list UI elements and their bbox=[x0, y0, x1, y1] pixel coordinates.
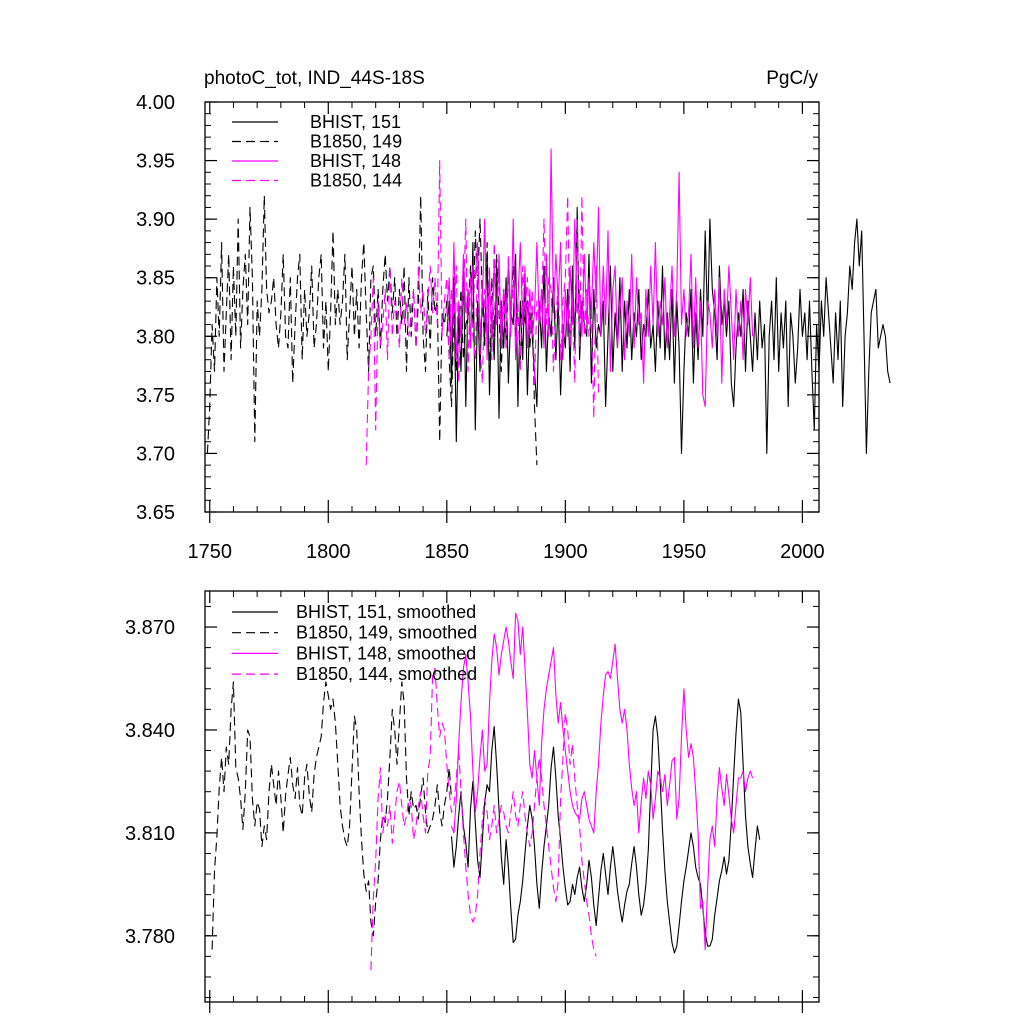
y-tick-label: 3.80 bbox=[136, 326, 175, 348]
x-tick-label: 1950 bbox=[662, 541, 707, 563]
top-axis-ticks: 1750 1800 1850 1900 1950 2000 3.65 3.70 3.75 3.80… bbox=[136, 92, 825, 563]
series-line-4 bbox=[370, 667, 597, 971]
x-tick-label: 1900 bbox=[543, 541, 588, 563]
y-tick-label: 3.75 bbox=[136, 385, 175, 407]
top-panel: photoC_tot, IND_44S-18S PgC/y 1750 1800 18… bbox=[136, 68, 891, 563]
legend-label: BHIST, 148, smoothed bbox=[296, 643, 476, 663]
series-line-3 bbox=[450, 612, 754, 951]
series-line-4 bbox=[365, 160, 600, 466]
x-tick-label: 1850 bbox=[425, 541, 470, 563]
y-tick-label: 3.95 bbox=[136, 151, 175, 173]
bottom-axis-ticks: 3.780 3.810 3.840 3.870 bbox=[125, 591, 819, 1013]
legend-label: B1850, 144 bbox=[310, 171, 402, 191]
chart-title: photoC_tot, IND_44S-18S bbox=[204, 68, 425, 89]
y-tick-label: 3.85 bbox=[136, 268, 175, 290]
y-tick-label: 3.810 bbox=[125, 823, 175, 845]
y-tick-label: 3.70 bbox=[136, 443, 175, 465]
bottom-series-layer bbox=[211, 612, 761, 971]
legend-label: BHIST, 148 bbox=[310, 151, 401, 171]
legend-label: B1850, 149, smoothed bbox=[296, 623, 477, 643]
series-line-1 bbox=[450, 698, 761, 954]
bottom-panel: 3.780 3.810 3.840 3.870 BHIST, 151, smoothe… bbox=[125, 590, 820, 1013]
legend-label: B1850, 144, smoothed bbox=[296, 664, 477, 684]
series-line-2 bbox=[211, 681, 453, 950]
y-tick-label: 3.870 bbox=[125, 617, 175, 639]
top-series-layer bbox=[206, 148, 891, 466]
legend-label: B1850, 149 bbox=[310, 132, 402, 152]
y-tick-label: 3.840 bbox=[125, 720, 175, 742]
x-tick-label: 1750 bbox=[187, 541, 232, 563]
series-line-2 bbox=[206, 195, 538, 466]
y-tick-label: 3.90 bbox=[136, 209, 175, 231]
y-tick-label: 3.780 bbox=[125, 926, 175, 948]
legend-label: BHIST, 151, smoothed bbox=[296, 602, 476, 622]
bottom-plot-frame bbox=[204, 590, 820, 1003]
legend-label: BHIST, 151 bbox=[310, 112, 401, 132]
x-tick-label: 2000 bbox=[780, 541, 825, 563]
chart-units: PgC/y bbox=[766, 68, 818, 89]
x-tick-label: 1800 bbox=[306, 541, 351, 563]
y-tick-label: 4.00 bbox=[136, 92, 175, 114]
y-tick-label: 3.65 bbox=[136, 502, 175, 524]
top-plot-frame bbox=[204, 101, 820, 513]
